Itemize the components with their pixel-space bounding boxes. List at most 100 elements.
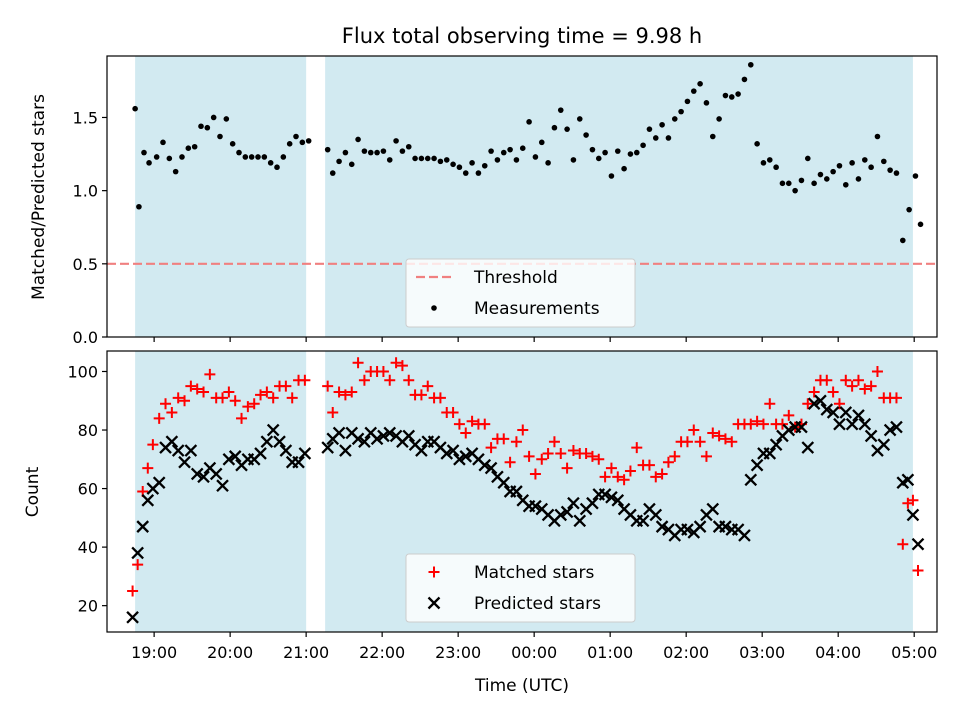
predicted-point bbox=[769, 438, 783, 451]
matched-point bbox=[286, 392, 298, 404]
matched-point bbox=[132, 559, 144, 571]
x-tick-label: 00:00 bbox=[511, 643, 557, 662]
figure-title: Flux total observing time = 9.98 h bbox=[342, 24, 702, 48]
predicted-point bbox=[906, 508, 920, 522]
measurement-point bbox=[690, 88, 697, 94]
predicted-point bbox=[497, 476, 511, 490]
matched-point bbox=[223, 386, 235, 398]
measurement-point bbox=[286, 141, 293, 147]
bottom-xlabel: Time (UTC) bbox=[474, 676, 569, 696]
matched-point bbox=[339, 389, 351, 401]
matched-point bbox=[776, 418, 788, 430]
measurement-point bbox=[386, 157, 393, 163]
measurement-point bbox=[602, 149, 608, 156]
measurement-point bbox=[519, 145, 526, 152]
measurement-point bbox=[785, 180, 792, 187]
measurement-point bbox=[773, 164, 779, 171]
matched-point bbox=[865, 380, 877, 392]
matched-point bbox=[757, 418, 769, 430]
predicted-point bbox=[402, 429, 416, 443]
measurement-point bbox=[640, 142, 646, 149]
measurement-point bbox=[874, 133, 881, 140]
measurement-point bbox=[274, 164, 280, 171]
measurement-point bbox=[185, 145, 192, 152]
measurement-point bbox=[380, 148, 387, 154]
predicted-point bbox=[782, 423, 796, 437]
matched-point bbox=[833, 398, 845, 410]
predicted-point bbox=[197, 470, 210, 484]
axes-frame-0 bbox=[106, 55, 938, 338]
measurement-point bbox=[469, 160, 475, 166]
matched-point bbox=[897, 538, 909, 550]
measurement-point bbox=[861, 157, 868, 163]
measurement-point bbox=[198, 123, 204, 130]
measurement-point bbox=[798, 177, 805, 184]
measurement-point bbox=[437, 158, 444, 165]
x-tick-label: 03:00 bbox=[739, 643, 785, 662]
predicted-point bbox=[339, 444, 352, 457]
measurement-point bbox=[868, 164, 874, 171]
measurement-point bbox=[305, 138, 312, 144]
x-tick-label: 22:00 bbox=[359, 643, 405, 662]
measurement-point bbox=[760, 160, 767, 166]
predicted-point bbox=[292, 455, 305, 469]
measurement-point bbox=[570, 157, 577, 163]
matched-point bbox=[662, 456, 674, 468]
predicted-point bbox=[605, 491, 618, 504]
predicted-point bbox=[370, 432, 384, 446]
matched-point bbox=[377, 365, 389, 377]
predicted-point bbox=[484, 461, 498, 475]
matched-point bbox=[172, 392, 184, 404]
predicted-point bbox=[171, 444, 185, 457]
predicted-point bbox=[383, 426, 397, 440]
matched-point bbox=[147, 439, 159, 451]
measurement-point bbox=[210, 114, 217, 121]
measurement-point bbox=[475, 170, 482, 176]
matched-point bbox=[536, 453, 548, 465]
matched-point bbox=[396, 360, 408, 372]
legend-label: Threshold bbox=[473, 268, 558, 288]
measurement-point bbox=[917, 221, 924, 228]
measurement-point bbox=[166, 155, 173, 162]
measurement-point bbox=[836, 162, 843, 169]
measurement-point bbox=[393, 138, 399, 144]
matched-point bbox=[517, 424, 529, 436]
series-matched-stars bbox=[127, 357, 924, 597]
predicted-point bbox=[152, 476, 166, 490]
measurement-point bbox=[424, 155, 431, 162]
matched-point bbox=[322, 380, 334, 392]
predicted-point bbox=[890, 420, 903, 434]
predicted-point bbox=[738, 529, 751, 542]
matched-point bbox=[280, 380, 292, 392]
matched-point bbox=[890, 392, 902, 404]
matched-point bbox=[422, 380, 434, 392]
measurement-point bbox=[576, 116, 583, 122]
matched-point bbox=[434, 392, 446, 404]
matched-point bbox=[707, 427, 719, 439]
measurement-point bbox=[348, 161, 355, 168]
measurement-point bbox=[779, 180, 786, 187]
measurement-point bbox=[248, 154, 255, 160]
measurement-point bbox=[136, 203, 142, 210]
matched-point bbox=[510, 436, 522, 448]
predicted-point bbox=[845, 417, 859, 431]
measurement-point bbox=[172, 168, 179, 175]
bottom-ylabel: Count bbox=[23, 466, 43, 517]
measurement-point bbox=[242, 154, 249, 160]
measurement-point bbox=[153, 154, 160, 160]
predicted-point bbox=[440, 447, 454, 460]
predicted-point bbox=[852, 409, 865, 422]
measurement-point bbox=[494, 157, 501, 163]
measurement-point bbox=[633, 149, 640, 156]
measurement-point bbox=[608, 173, 615, 179]
measurement-point bbox=[355, 136, 361, 143]
measurement-point bbox=[659, 121, 665, 128]
matched-point bbox=[333, 386, 345, 398]
predicted-point bbox=[459, 450, 473, 463]
measurement-point bbox=[336, 158, 342, 165]
measurement-point bbox=[361, 148, 368, 154]
x-tick-label: 20:00 bbox=[207, 643, 253, 662]
measurement-point bbox=[141, 149, 147, 156]
matched-point bbox=[852, 374, 864, 386]
predicted-point bbox=[858, 417, 872, 431]
